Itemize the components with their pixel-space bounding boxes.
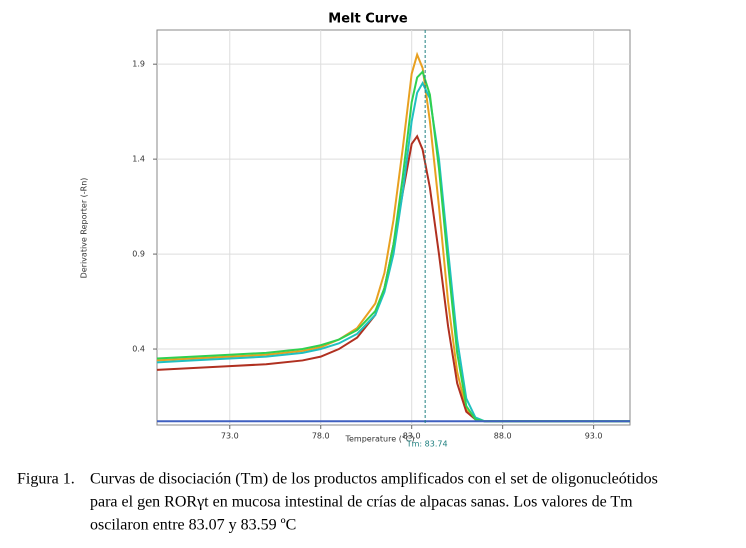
x-tick-label: 83.0 [403,432,421,441]
melt-curve [156,81,630,423]
caption-line: Curvas de disociación (Tm) de los produc… [90,471,658,488]
tm-label: Tm: 83.74 [406,440,448,449]
x-axis-label: Temperature (°C) [344,435,414,444]
caption-line: para el gen RORγt en mucosa intestinal d… [90,494,633,511]
y-tick-label: 1.9 [132,60,145,69]
caption-line: oscilaron entre 83.07 y 83.59 ºC [90,517,296,534]
x-tick-label: 73.0 [221,432,239,441]
melt-curve [156,69,630,423]
y-tick-label: 1.4 [132,155,145,164]
x-tick-label: 78.0 [312,432,330,441]
x-tick-label: 93.0 [585,432,603,441]
y-axis-label: Derivative Reporter (-Rn) [80,178,89,279]
caption-label: Figura 1. [17,471,75,488]
y-tick-label: 0.9 [132,250,145,259]
chart-title: Melt Curve [328,12,408,27]
y-tick-label: 0.4 [132,345,145,354]
x-tick-label: 88.0 [494,432,512,441]
